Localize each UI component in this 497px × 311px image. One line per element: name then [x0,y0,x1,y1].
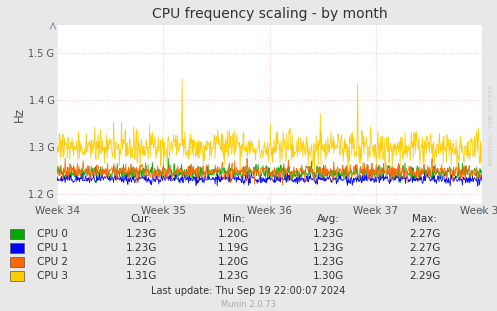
Y-axis label: Hz: Hz [12,107,26,122]
Text: 2.27G: 2.27G [409,229,441,239]
Text: Cur:: Cur: [131,214,153,224]
Text: 1.20G: 1.20G [218,257,249,267]
Text: 2.27G: 2.27G [409,257,441,267]
Text: 1.20G: 1.20G [218,229,249,239]
Text: 1.19G: 1.19G [218,243,249,253]
Text: CPU 2: CPU 2 [37,257,68,267]
Text: CPU 0: CPU 0 [37,229,68,239]
Text: 1.23G: 1.23G [126,229,158,239]
Text: 1.22G: 1.22G [126,257,158,267]
Text: Munin 2.0.73: Munin 2.0.73 [221,300,276,309]
Text: CPU 1: CPU 1 [37,243,68,253]
Text: Min:: Min: [223,214,245,224]
Title: CPU frequency scaling - by month: CPU frequency scaling - by month [152,7,388,21]
Text: Max:: Max: [413,214,437,224]
Text: CPU 3: CPU 3 [37,271,68,281]
Text: RRDTOOL / TOBI OETIKER: RRDTOOL / TOBI OETIKER [489,84,494,165]
Text: 1.31G: 1.31G [126,271,158,281]
Text: Last update: Thu Sep 19 22:00:07 2024: Last update: Thu Sep 19 22:00:07 2024 [151,286,346,296]
Text: 1.23G: 1.23G [312,257,344,267]
Text: 1.23G: 1.23G [312,243,344,253]
Text: 2.29G: 2.29G [409,271,441,281]
Text: Avg:: Avg: [317,214,339,224]
Text: 1.23G: 1.23G [126,243,158,253]
Text: 1.23G: 1.23G [312,229,344,239]
Text: 2.27G: 2.27G [409,243,441,253]
Text: 1.30G: 1.30G [313,271,343,281]
Text: 1.23G: 1.23G [218,271,249,281]
